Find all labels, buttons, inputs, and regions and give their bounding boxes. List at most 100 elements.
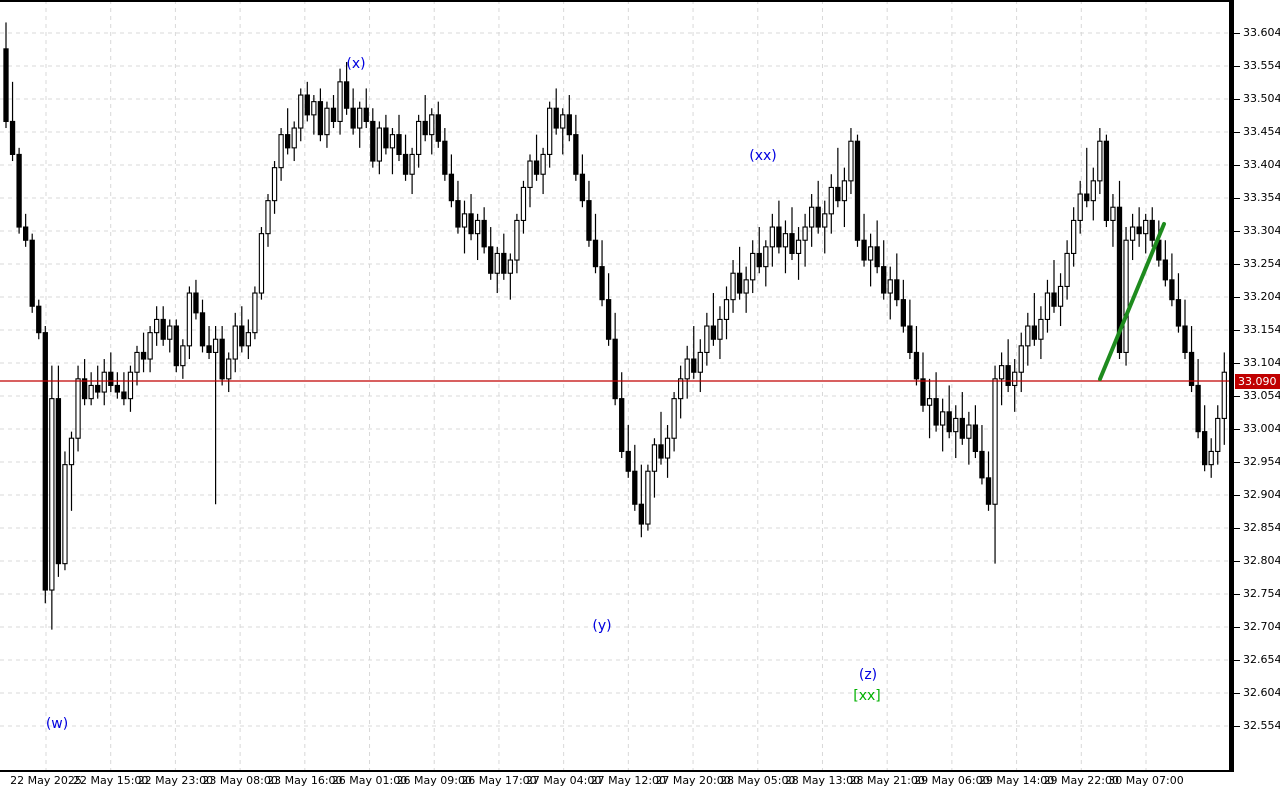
candlestick-bar bbox=[566, 95, 572, 142]
candlestick-bar bbox=[501, 233, 507, 280]
candlestick-bar bbox=[1208, 438, 1214, 478]
candlestick-bar bbox=[101, 359, 107, 406]
candlestick-bar bbox=[1103, 134, 1110, 228]
candlestick-bar bbox=[1018, 332, 1024, 393]
plot-area[interactable]: (w) (x) (y) (xx) (z) [xx] bbox=[0, 0, 1234, 772]
time-tick-label: 29 May 14:00 bbox=[978, 774, 1055, 787]
candlestick-bar bbox=[579, 154, 586, 208]
price-tick-label: 33.404 bbox=[1243, 158, 1280, 171]
price-tick-mark bbox=[1234, 198, 1240, 199]
time-tick-label: 29 May 06:00 bbox=[914, 774, 990, 787]
candlestick-bar bbox=[540, 147, 546, 195]
time-tick-label: 29 May 22:00 bbox=[1043, 774, 1119, 787]
price-tick-mark bbox=[1234, 726, 1240, 727]
candlestick-bar bbox=[1110, 194, 1116, 247]
time-tick-label: 27 May 12:00 bbox=[590, 774, 667, 787]
wave-label[interactable]: (w) bbox=[45, 716, 69, 732]
candlestick-bar bbox=[750, 240, 756, 294]
candlestick-bar bbox=[16, 147, 22, 234]
candlestick-bar bbox=[402, 134, 409, 181]
candlestick-bar bbox=[22, 213, 29, 247]
wave-label[interactable]: (y) bbox=[592, 618, 612, 634]
price-tick-label: 32.804 bbox=[1243, 554, 1280, 567]
price-tick-mark bbox=[1234, 660, 1240, 661]
candlestick-bar bbox=[972, 405, 979, 459]
current-price-tag[interactable]: 33.090 bbox=[1235, 374, 1280, 389]
candlestick-bar bbox=[232, 312, 238, 373]
candlestick-bar bbox=[776, 200, 782, 254]
candlestick-bar bbox=[789, 207, 795, 261]
candlestick-bar bbox=[1162, 240, 1168, 287]
price-tick-label: 33.354 bbox=[1243, 191, 1280, 204]
price-tick-label: 33.204 bbox=[1243, 290, 1280, 303]
candlestick-bar bbox=[763, 240, 769, 287]
candlestick-bar bbox=[553, 88, 559, 135]
price-tick-label: 33.454 bbox=[1243, 125, 1280, 138]
time-tick-label: 22 May 2025 bbox=[10, 774, 82, 787]
price-tick-label: 32.554 bbox=[1243, 719, 1280, 732]
candlestick-bar bbox=[448, 154, 455, 208]
plot-border-right bbox=[1229, 0, 1234, 772]
candlestick-bar bbox=[55, 365, 62, 577]
candlestick-bar bbox=[1182, 299, 1188, 360]
candlestick-bar bbox=[632, 444, 638, 511]
candlestick-bar bbox=[167, 319, 173, 353]
candlestick-bar bbox=[134, 345, 140, 386]
candlestick-bar bbox=[881, 240, 887, 300]
price-axis[interactable]: 33.604 33.554 33.504 33.454 33.404 33.354 33.3… bbox=[1234, 0, 1280, 772]
candlestick-bar bbox=[848, 128, 854, 195]
price-tick-mark bbox=[1234, 594, 1240, 595]
candlestick-bar bbox=[265, 194, 271, 247]
candlestick-bar bbox=[363, 88, 369, 129]
candlestick-bar bbox=[808, 194, 815, 247]
candlestick-bar bbox=[900, 279, 906, 333]
candlestick-bar bbox=[343, 62, 350, 115]
candlestick-bar bbox=[730, 260, 736, 313]
price-tick-mark bbox=[1234, 165, 1240, 166]
candlestick-bar bbox=[219, 326, 225, 386]
candlestick-bar bbox=[494, 246, 500, 294]
candlestick-bar bbox=[953, 405, 959, 459]
candlestick-bar bbox=[488, 227, 494, 280]
price-tick-mark bbox=[1234, 330, 1240, 331]
candlestick-bar bbox=[710, 293, 717, 346]
time-tick-label: 28 May 13:00 bbox=[784, 774, 861, 787]
forecast-trendline[interactable] bbox=[1098, 222, 1166, 381]
candlestick-bar bbox=[920, 352, 926, 412]
candlestick-bar bbox=[186, 286, 193, 360]
price-tick-label: 33.104 bbox=[1243, 356, 1280, 369]
candlestick-bar bbox=[992, 365, 998, 564]
candlestick-bar bbox=[429, 108, 435, 155]
wave-label[interactable]: [xx] bbox=[853, 688, 881, 704]
candlestick-bar bbox=[743, 266, 749, 313]
candlestick-bar bbox=[658, 411, 664, 465]
time-axis[interactable]: 22 May 2025 22 May 15:00 22 May 23:00 23 Ma… bbox=[0, 772, 1234, 800]
candlestick-bar bbox=[1012, 359, 1018, 412]
price-tick-label: 33.254 bbox=[1243, 257, 1280, 270]
candlestick-bar bbox=[291, 121, 297, 162]
wave-label[interactable]: (xx) bbox=[749, 148, 777, 164]
price-tick-label: 32.854 bbox=[1243, 521, 1280, 534]
price-tick-mark bbox=[1234, 693, 1240, 694]
price-tick-mark bbox=[1234, 627, 1240, 628]
candlestick-bar bbox=[435, 101, 441, 148]
candlestick-bar bbox=[835, 147, 841, 208]
candlestick-bar bbox=[619, 372, 625, 459]
candlestick-bar bbox=[474, 213, 481, 261]
candlestick-bar bbox=[95, 365, 101, 399]
candlestick-bar bbox=[546, 101, 553, 168]
wave-label[interactable]: (z) bbox=[858, 667, 878, 683]
price-tick-mark bbox=[1234, 561, 1240, 562]
candlestick-bar bbox=[415, 114, 422, 168]
candlestick-bar bbox=[1221, 352, 1227, 445]
wave-label[interactable]: (x) bbox=[346, 56, 366, 72]
candlestick-bar bbox=[1143, 213, 1149, 254]
time-tick-label: 23 May 16:00 bbox=[267, 774, 343, 787]
candlestick-bar bbox=[560, 108, 566, 155]
candlestick-bar bbox=[383, 114, 389, 155]
overlay-drawings[interactable] bbox=[0, 0, 1234, 772]
price-tick-mark bbox=[1234, 66, 1240, 67]
candlestick-bar bbox=[677, 365, 684, 419]
candlestick-bar bbox=[9, 81, 16, 162]
